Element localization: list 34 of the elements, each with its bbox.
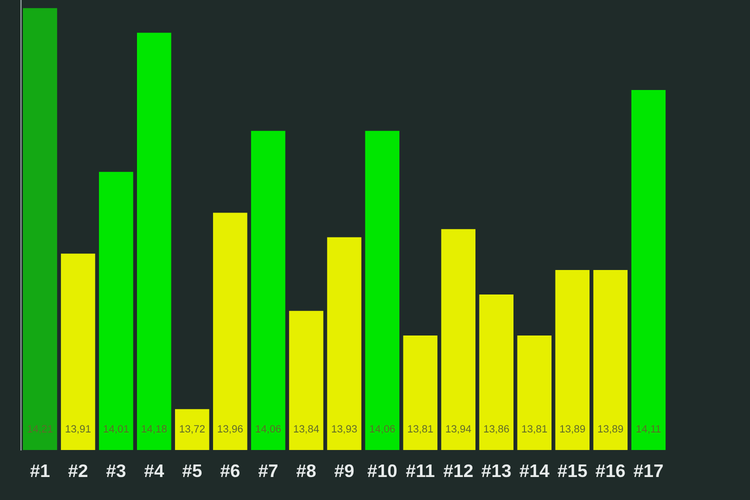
- data-label: 13,93: [332, 425, 357, 434]
- x-tick-label: #15: [558, 464, 587, 478]
- x-tick-label: #11: [406, 464, 434, 477]
- data-label: 14,06: [256, 425, 281, 434]
- data-label: 13,84: [294, 425, 319, 434]
- x-tick-label: #3: [106, 464, 126, 478]
- x-tick-label: #4: [144, 464, 164, 477]
- data-label: 13,81: [522, 425, 547, 434]
- x-tick-label: #5: [182, 464, 202, 478]
- x-tick-label: #12: [444, 464, 473, 477]
- data-label: 14,21: [28, 425, 53, 434]
- data-label: 13,91: [66, 425, 91, 434]
- data-label: 14,01: [104, 425, 129, 434]
- x-tick-label: #2: [68, 464, 88, 477]
- data-label: 14,11: [636, 425, 661, 434]
- x-tick-label: #8: [296, 464, 316, 478]
- x-tick-label: #1: [30, 464, 50, 477]
- data-label: 13,96: [218, 425, 243, 434]
- data-label: 14,18: [142, 425, 167, 434]
- x-tick-label: #7: [258, 464, 278, 477]
- x-tick-label: #10: [368, 464, 397, 478]
- x-tick-label: #13: [482, 464, 511, 478]
- x-tick-label: #9: [334, 464, 354, 478]
- data-label: 13,89: [598, 425, 623, 434]
- data-label: 13,72: [180, 425, 205, 434]
- data-label: 13,86: [484, 425, 509, 434]
- x-tick-label: #6: [220, 464, 240, 478]
- x-tick-label: #16: [596, 464, 625, 478]
- x-tick-label: #17: [634, 464, 663, 477]
- data-label: 13,81: [408, 425, 433, 434]
- data-label: 13,94: [446, 425, 472, 434]
- data-label: 14,06: [370, 425, 395, 434]
- x-tick-label: #14: [520, 464, 550, 477]
- data-label: 13,89: [560, 425, 585, 434]
